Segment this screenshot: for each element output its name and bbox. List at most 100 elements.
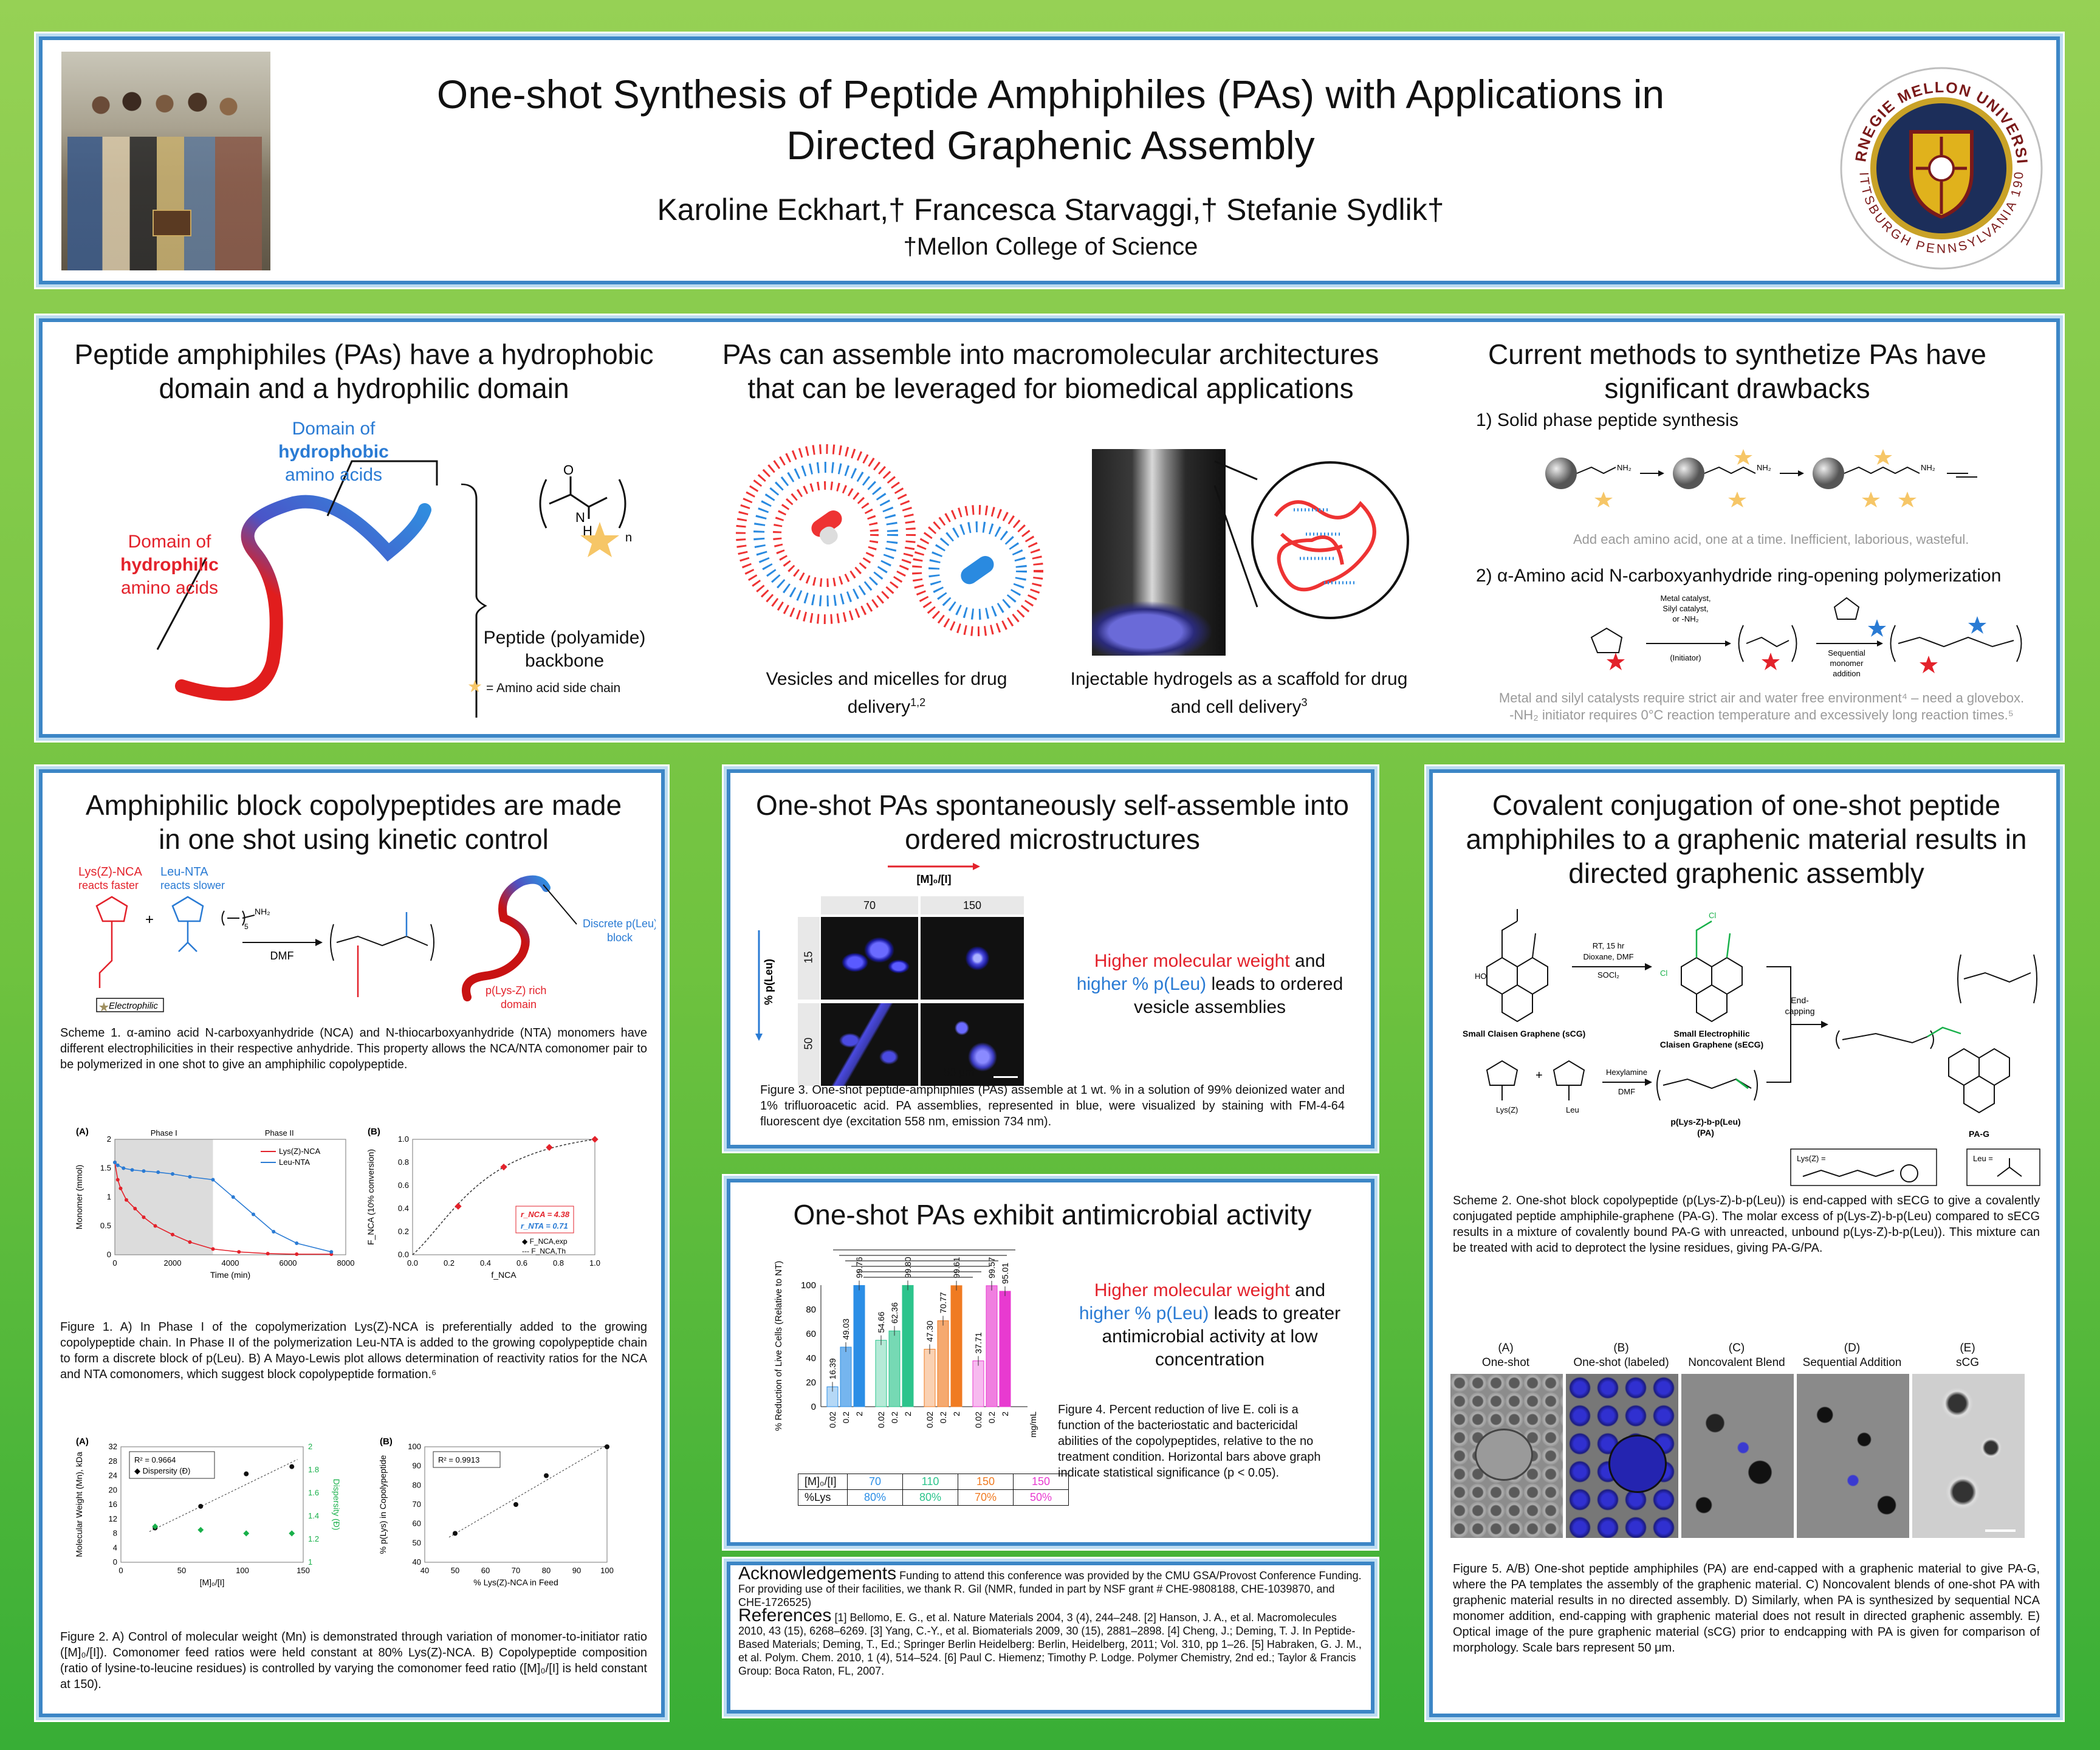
data-point <box>142 1169 146 1173</box>
svg-text:% p(Leu): % p(Leu) <box>763 959 775 1005</box>
data-point <box>231 1195 235 1199</box>
fig1B-chart: 0.0 0.2 0.4 0.6 0.8 1.0 0.0 0.2 0.4 0.6 0.8 1.0 f_NC… <box>366 1127 600 1280</box>
y-tick-label: 1.0 <box>398 1134 409 1144</box>
x-tick-label: 70 <box>512 1566 520 1575</box>
data-point <box>546 1144 553 1151</box>
y2-tick-label: 2 <box>308 1442 312 1451</box>
col1-title: Peptide amphiphiles (PAs) have a hydroph… <box>74 338 654 404</box>
table-cell: 50% <box>1013 1489 1069 1506</box>
svg-text:Small Electrophilic: Small Electrophilic <box>1673 1029 1749 1038</box>
ack-text: Acknowledgements Funding to attend this … <box>738 1563 1362 1678</box>
y2-tick-label: 1 <box>308 1557 312 1566</box>
y-tick-label: 4 <box>113 1543 117 1552</box>
y-tick-label: 50 <box>413 1538 421 1547</box>
table-cell: 80% <box>847 1489 903 1506</box>
legend-label: Leu-NTA <box>279 1158 310 1167</box>
table-cell: 80% <box>902 1489 958 1506</box>
col-label-70: 70 <box>821 896 918 914</box>
data-label: 99.76 <box>854 1257 864 1278</box>
svg-text:RT, 15 hr: RT, 15 hr <box>1593 941 1625 950</box>
y-tick-label: 0 <box>107 1250 111 1259</box>
antimicrobial-title: One-shot PAs exhibit antimicrobial activ… <box>793 1199 1312 1230</box>
y2-tick-label: 1.2 <box>308 1534 319 1543</box>
svg-text:or -NH₂: or -NH₂ <box>1672 614 1698 623</box>
ack-title: Acknowledgements <box>738 1563 897 1584</box>
y-tick-label: 32 <box>109 1442 117 1451</box>
data-point <box>211 1247 215 1251</box>
chart-title: (B) <box>368 1127 380 1137</box>
x-tick-label: 0.02 <box>925 1412 935 1428</box>
svg-text:NH₂: NH₂ <box>1921 463 1935 472</box>
backbone-label: Peptide (polyamide) backbone <box>483 628 646 671</box>
col3-title: Current methods to synthetize PAs have s… <box>1488 338 1986 404</box>
data-label: 62.36 <box>890 1302 899 1323</box>
data-point <box>125 1198 128 1202</box>
y-tick-label: 100 <box>801 1280 816 1291</box>
group-photo <box>61 52 270 270</box>
y-tick-label: 100 <box>408 1442 421 1451</box>
x-tick-label: 8000 <box>337 1258 355 1268</box>
y-tick-label: 0.5 <box>100 1221 111 1230</box>
data-label: 54.66 <box>876 1311 886 1333</box>
micrograph-150-50 <box>921 1003 1024 1086</box>
intro-panel: Peptide amphiphiles (PAs) have a hydroph… <box>34 314 2065 743</box>
svg-text:5: 5 <box>244 922 249 931</box>
ncarop-scheme: Metal catalyst, Silyl catalyst, or -NH₂ … <box>1590 595 2022 678</box>
ref-title: References <box>738 1605 832 1625</box>
x-tick-label: 0.02 <box>876 1412 886 1428</box>
bar <box>937 1320 949 1407</box>
legend-label: ◆ F_NCA,exp <box>522 1237 568 1246</box>
x-axis-label: % Lys(Z)-NCA in Feed <box>473 1577 558 1587</box>
hydrophobic-label: Domain of hydrophobic amino acids <box>278 419 389 485</box>
y-tick-label: 28 <box>109 1457 117 1466</box>
x-tick-label: 80 <box>542 1566 551 1575</box>
data-label: 95.01 <box>1000 1263 1010 1284</box>
data-point <box>329 1250 334 1254</box>
fig4-legend-table: [M]₀/[I] 70 110 150 150 %Lys 80% 80% 70%… <box>798 1474 1069 1506</box>
svg-text:(PA): (PA) <box>1697 1128 1714 1138</box>
data-point <box>188 1240 192 1244</box>
svg-text:+: + <box>1536 1069 1543 1082</box>
y-tick-label: 60 <box>413 1519 421 1528</box>
method2-label: 2) α-Amino acid N-carboxyanhydride ring-… <box>1476 566 2002 586</box>
svg-text:Dioxane, DMF: Dioxane, DMF <box>1583 952 1633 961</box>
svg-text:p(Lys-Z) rich: p(Lys-Z) rich <box>486 984 546 997</box>
svg-text:Discrete p(Leu): Discrete p(Leu) <box>583 918 656 930</box>
svg-text:NH₂: NH₂ <box>255 907 270 916</box>
fig3-caption: Figure 3. One-shot peptide-amphiphiles (… <box>760 1083 1345 1128</box>
x-tick-label: 40 <box>420 1566 429 1575</box>
data-label: 47.30 <box>925 1320 935 1342</box>
y-tick-label: 20 <box>109 1485 117 1494</box>
x-tick-label: 2 <box>854 1412 864 1416</box>
svg-text:Cl: Cl <box>1709 911 1716 920</box>
hydrogel-caption: Injectable hydrogels as a scaffold for d… <box>1070 669 1408 717</box>
fig1-caption: Figure 1. A) In Phase I of the copolymer… <box>60 1320 647 1381</box>
series-line <box>114 1162 332 1255</box>
table-cell: 150 <box>958 1474 1014 1490</box>
r2-label: R² = 0.9664 <box>134 1455 176 1464</box>
x-axis-label: f_NCA <box>491 1270 516 1280</box>
y-tick-label: 80 <box>413 1480 421 1489</box>
x-tick-label: 150 <box>297 1566 310 1575</box>
y-tick-label: 0 <box>811 1402 816 1412</box>
fig5-image-e <box>1912 1374 2025 1538</box>
mn-point <box>244 1471 249 1477</box>
svg-text:Electrophilic: Electrophilic <box>109 1001 158 1011</box>
svg-text:NH₂: NH₂ <box>1617 463 1632 472</box>
y-tick-label: 90 <box>413 1461 421 1470</box>
svg-text:Leu-NTA: Leu-NTA <box>160 865 208 879</box>
y-axis-label: F_NCA (10% conversion) <box>366 1149 376 1245</box>
data-point <box>266 1252 270 1256</box>
data-point <box>142 1215 146 1220</box>
fig2-caption: Figure 2. A) Control of molecular weight… <box>60 1630 647 1691</box>
plot-frame <box>114 1139 346 1255</box>
x-axis-label: [M]₀/[I] <box>200 1577 225 1587</box>
header-panel: One-shot Synthesis of Peptide Amphiphile… <box>34 32 2065 289</box>
y2-tick-label: 1.4 <box>308 1511 319 1520</box>
svg-text:n: n <box>625 531 632 544</box>
x-tick-label: 100 <box>236 1566 249 1575</box>
data-point <box>295 1241 299 1245</box>
x-tick-label: 0.6 <box>516 1258 527 1268</box>
x-tick-label: 0.2 <box>841 1412 851 1424</box>
selfassembly-note: Higher molecular weight and higher % p(L… <box>1076 951 1343 1017</box>
